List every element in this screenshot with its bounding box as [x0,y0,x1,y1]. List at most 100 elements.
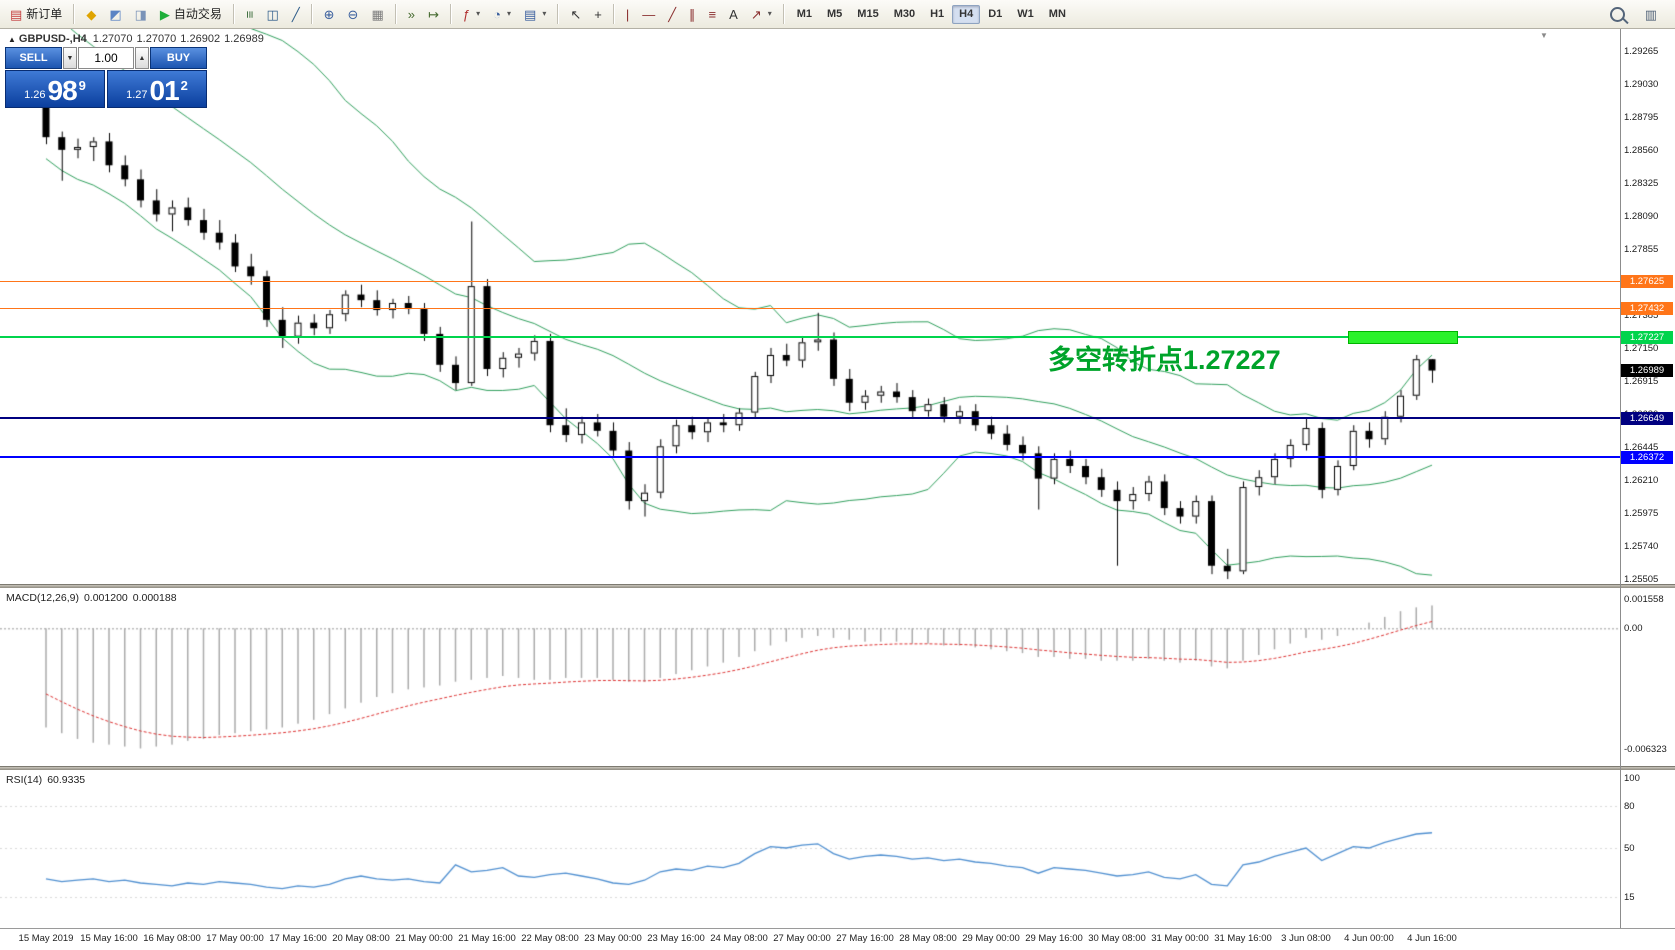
highlight-rectangle[interactable] [1348,330,1458,345]
macd-indicator-label: MACD(12,26,9) 0.001200 0.000188 [6,592,182,604]
time-axis-label: 23 May 16:00 [647,933,705,944]
zoom-in-icon[interactable]: ⊕ [318,5,341,24]
tf-m15[interactable]: M15 [857,7,879,20]
price-axis-label: 1.29030 [1624,78,1659,90]
volume-increase-button[interactable]: ▲ [135,47,149,69]
tf-m30[interactable]: M30 [893,7,916,20]
price-badge: 1.26989 [1621,364,1673,378]
volume-decrease-button[interactable]: ▼ [63,47,77,69]
auto-scroll-icon[interactable]: » [402,5,421,24]
close-value: 1.26989 [224,33,264,45]
time-axis-label: 31 May 00:00 [1151,933,1209,944]
indicators-button[interactable]: ƒ [457,5,486,24]
arrows-icon[interactable]: ↗ [745,5,778,24]
tf-h1[interactable]: H1 [930,7,945,20]
time-axis-label: 29 May 00:00 [962,933,1020,944]
price-axis-label: 1.27150 [1624,342,1659,354]
sell-button[interactable]: SELL [5,47,62,69]
time-axis-label: 21 May 16:00 [458,933,516,944]
cursor-icon[interactable]: ↖ [564,5,587,24]
market-watch-icon[interactable]: ◆ [80,5,102,24]
bid-integer-part: 1.26 [24,89,46,101]
pivot-annotation-text[interactable]: 多空转折点1.27227 [1048,345,1281,375]
time-axis-label: 16 May 08:00 [143,933,201,944]
time-axis-label: 28 May 08:00 [899,933,957,944]
price-axis-label: 1.28560 [1624,144,1659,156]
indicator-axis-label: 15 [1624,892,1635,903]
line-chart-icon[interactable]: ╱ [286,5,306,24]
data-window-icon-glyph: ◨ [134,6,147,22]
toolbar-separator [449,4,452,24]
new-chart-icon[interactable]: ▥ [1639,5,1663,24]
text-icon[interactable]: A [723,5,744,24]
one-click-trading-panel: SELL ▼ ▲ BUY 1.26 98 9 1.27 01 2 [5,47,207,108]
templates-button[interactable]: ▤ [518,5,552,24]
price-badge: 1.27625 [1621,274,1673,288]
sell-price-display[interactable]: 1.26 98 9 [5,70,105,108]
grid-icon[interactable]: ▦ [365,5,389,24]
candlestick-icon-glyph: ◫ [266,6,279,22]
new-order-button-label: 新订单 [26,7,63,21]
tf-h4[interactable]: H4 [952,4,981,24]
toolbar-separator [310,4,313,24]
price-axis-label: 1.26915 [1624,375,1659,387]
arrows-icon-glyph: ↗ [750,6,762,22]
time-axis[interactable]: 15 May 2019 15 May 16:00 16 May 08:00 17 Ma… [0,928,1675,950]
candlestick-icon[interactable]: ◫ [261,5,285,24]
navigator-icon[interactable]: ◩ [103,5,127,24]
periods-button[interactable]: ◔ [487,5,517,24]
chart-shift-marker: ▼ [1540,31,1548,40]
crosshair-icon[interactable]: + [588,5,608,24]
time-axis-label: 4 Jun 16:00 [1407,933,1457,944]
bid-fractional-pip: 9 [78,78,86,93]
tf-d1[interactable]: D1 [988,7,1003,20]
autotrade-button[interactable]: ▶ 自动交易 [154,5,228,24]
open-value: 1.27070 [92,33,133,45]
navigator-icon-glyph: ◩ [109,6,122,22]
new-order-button[interactable]: ▤ 新订单 [4,5,68,24]
chart-shift-icon[interactable]: ↦ [422,5,445,24]
trendline-icon-glyph: ╱ [668,6,677,22]
search-icon[interactable] [1604,4,1631,25]
price-axis-label: 1.28090 [1624,210,1659,222]
time-axis-label: 4 Jun 00:00 [1344,933,1394,944]
rsi-canvas[interactable] [0,770,1620,928]
trendline-icon[interactable]: ╱ [662,5,682,24]
volume-input[interactable] [78,47,134,69]
buy-price-display[interactable]: 1.27 01 2 [107,70,207,108]
vertical-line-icon-glyph: | [625,6,630,22]
panel-divider[interactable] [0,584,1675,588]
price-badge: 1.26649 [1621,411,1673,425]
toolbar-separator [557,4,560,24]
tf-mn[interactable]: MN [1048,7,1066,20]
tf-m1[interactable]: M1 [796,7,813,20]
price-chart-canvas[interactable] [0,29,1620,584]
high-value: 1.27070 [136,33,177,45]
toolbar-separator [232,4,235,24]
macd-canvas[interactable] [0,588,1620,766]
collapse-trade-panel-icon[interactable]: ▲ [8,35,16,44]
channel-icon[interactable]: ∥ [683,5,702,24]
macd-name: MACD(12,26,9) [6,592,79,604]
pivot-green-line[interactable] [0,336,1620,339]
panel-divider[interactable] [0,766,1675,770]
support-blue-line[interactable] [0,456,1620,459]
new-chart-icon-glyph: ▥ [1644,6,1657,22]
time-axis-label: 27 May 16:00 [836,933,894,944]
resistance-line-2[interactable] [0,307,1620,309]
time-axis-label: 29 May 16:00 [1025,933,1083,944]
support-navy-line[interactable] [0,417,1620,420]
macd-signal-value: 0.000188 [132,592,177,604]
vertical-line-icon[interactable]: | [620,5,635,24]
resistance-line-1[interactable] [0,280,1620,282]
bar-chart-icon[interactable]: ≡ [240,5,260,24]
tf-m5[interactable]: M5 [827,7,843,20]
buy-button[interactable]: BUY [150,47,207,69]
price-badge: 1.27227 [1621,330,1673,344]
horizontal-line-icon[interactable]: — [636,5,661,24]
ask-pips: 01 [149,75,180,106]
data-window-icon[interactable]: ◨ [129,5,153,24]
fibonacci-icon[interactable]: ≡ [703,5,723,24]
tf-w1[interactable]: W1 [1017,7,1034,20]
zoom-out-icon[interactable]: ⊖ [342,5,365,24]
